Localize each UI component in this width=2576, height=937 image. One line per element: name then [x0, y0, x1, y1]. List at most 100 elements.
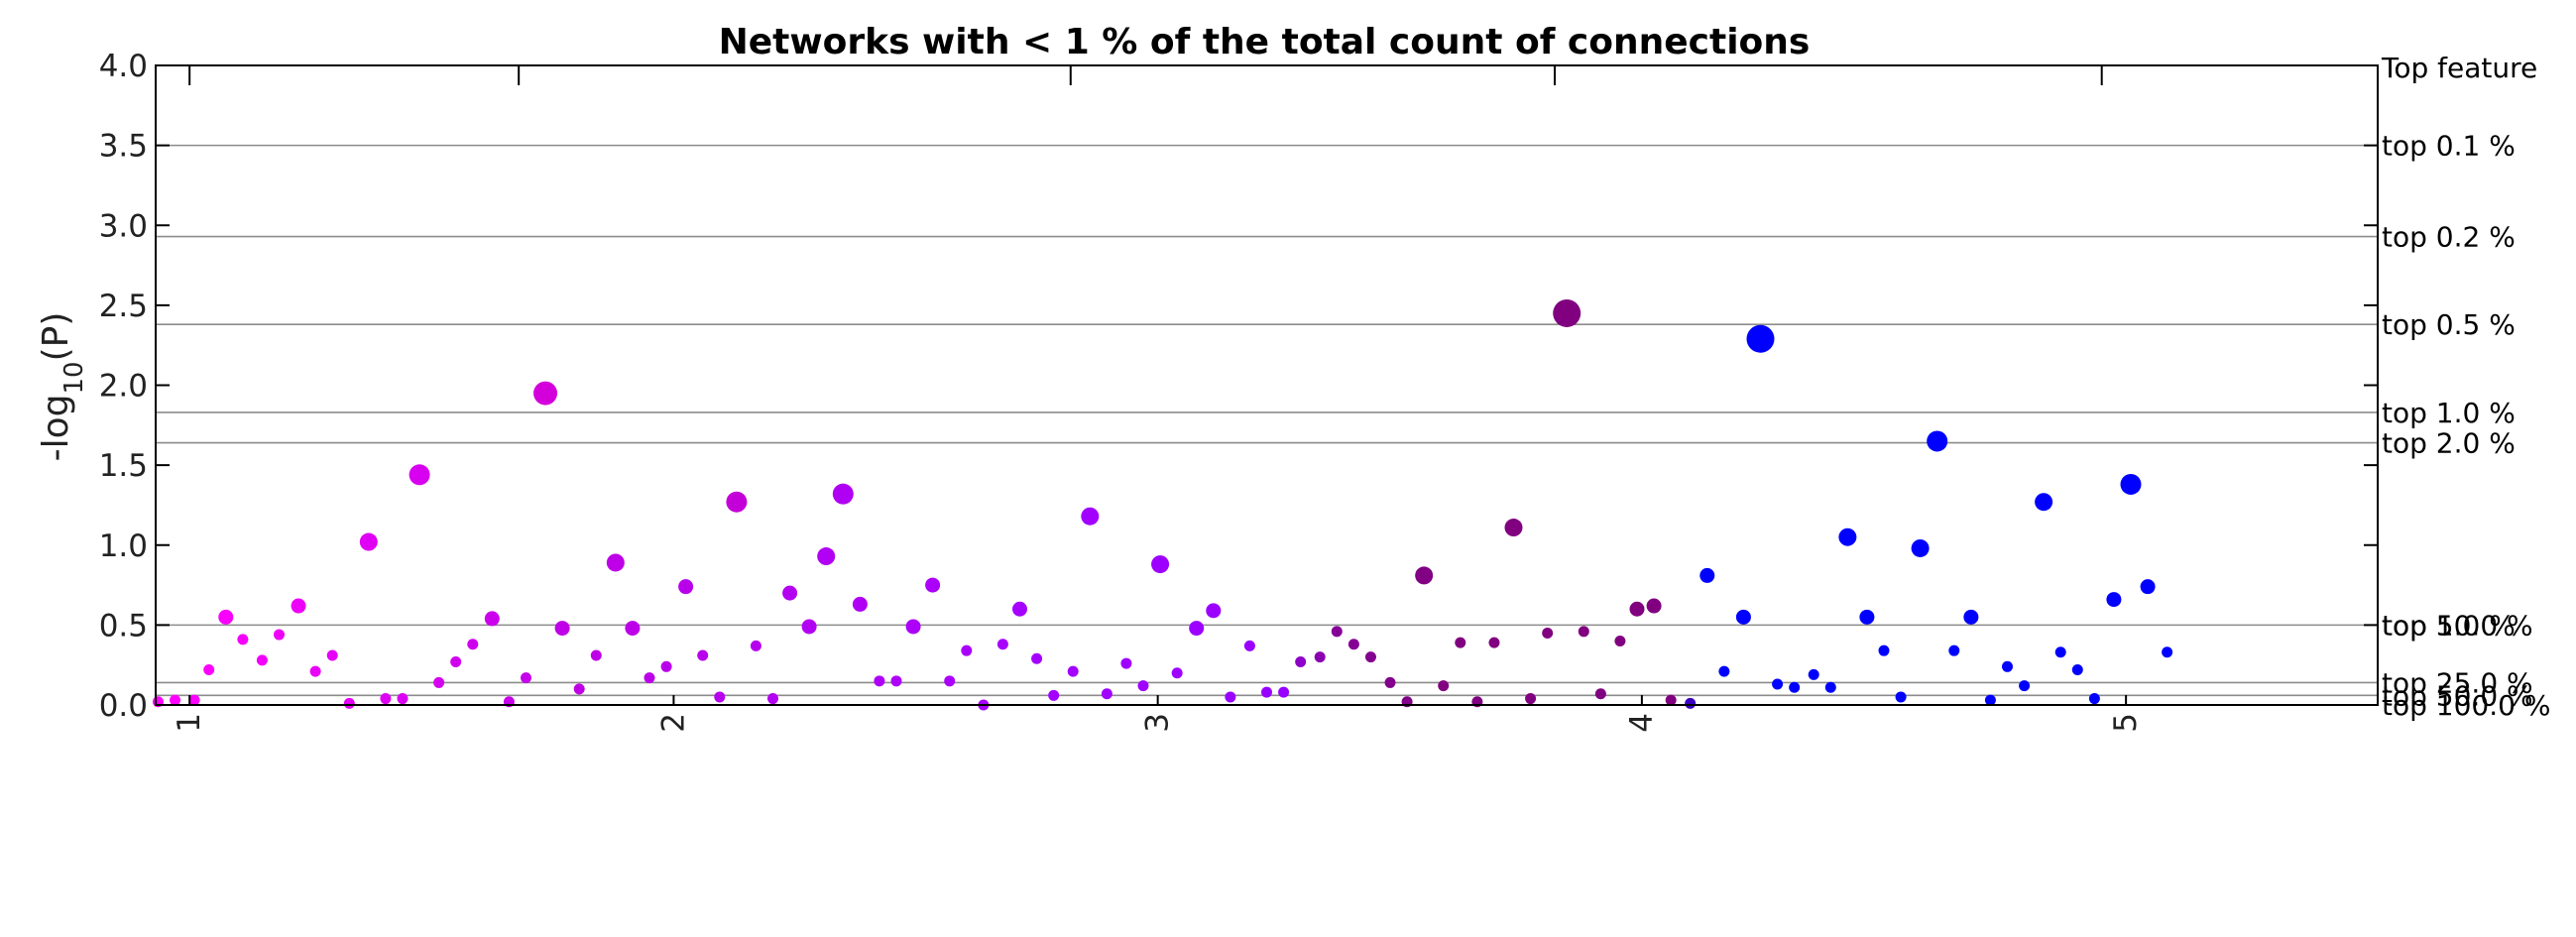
x-tick-label: 5	[2108, 713, 2144, 733]
data-point	[678, 579, 694, 595]
threshold-label: top 100.0 %	[2382, 689, 2550, 722]
data-point	[533, 381, 558, 406]
data-point	[1629, 601, 1645, 617]
data-point	[1261, 686, 1272, 698]
data-point	[1295, 655, 1307, 667]
data-point	[1314, 651, 1326, 663]
data-point	[256, 654, 268, 666]
data-point	[852, 596, 868, 612]
data-point	[2002, 660, 2013, 672]
data-point	[782, 585, 798, 601]
plot-frame	[155, 64, 2379, 706]
data-point	[1911, 538, 1930, 557]
data-point	[1808, 668, 1819, 680]
data-point	[484, 611, 500, 627]
data-point	[1553, 298, 1581, 327]
data-point	[832, 483, 854, 505]
data-point	[274, 629, 285, 641]
data-point	[309, 665, 321, 677]
data-point	[1746, 324, 1775, 353]
y-tick-label: 2.5	[99, 289, 148, 324]
y-axis-label: -log10(P)	[36, 312, 89, 462]
data-point	[801, 619, 817, 635]
data-point	[188, 694, 200, 706]
right-axis-header: Top feature	[2381, 52, 2537, 84]
data-point	[1384, 676, 1396, 688]
data-point	[218, 609, 234, 625]
data-point	[380, 693, 392, 705]
threshold-label: top 5.0 %	[2382, 609, 2516, 642]
data-point	[1838, 527, 1857, 546]
y-tick-label: 4.0	[99, 49, 148, 84]
data-point	[409, 464, 430, 486]
data-point	[326, 649, 338, 661]
threshold-label: top 1.0 %	[2382, 397, 2516, 429]
data-point	[2140, 579, 2156, 595]
data-point	[1031, 652, 1043, 664]
data-point	[2120, 473, 2142, 495]
data-point	[590, 649, 602, 661]
data-point	[2106, 592, 2122, 608]
data-point	[1189, 621, 1205, 637]
data-point	[1364, 651, 1376, 663]
data-point	[203, 664, 215, 676]
data-point	[1927, 430, 1948, 452]
data-point	[2162, 646, 2173, 658]
data-point	[1347, 639, 1359, 650]
data-point	[1225, 691, 1236, 703]
data-point	[467, 639, 479, 650]
data-point	[237, 634, 249, 645]
data-point	[905, 619, 921, 635]
data-point	[750, 640, 761, 651]
x-tick-label: 1	[172, 713, 207, 733]
data-point	[944, 675, 956, 687]
threshold-label: top 25.0 %	[2382, 666, 2533, 699]
data-point	[1525, 693, 1537, 705]
data-point	[1438, 680, 1450, 692]
data-point	[433, 676, 445, 688]
data-point	[767, 693, 778, 705]
threshold-label: top 50.0 %	[2382, 679, 2533, 712]
data-point	[890, 675, 902, 687]
data-point	[1067, 665, 1079, 677]
data-point	[996, 639, 1008, 650]
data-point	[660, 660, 672, 672]
data-point	[1488, 637, 1500, 648]
data-point	[1594, 688, 1606, 700]
data-point	[2071, 664, 2083, 676]
data-point	[1151, 555, 1170, 574]
threshold-label: top 10.0 %	[2382, 609, 2533, 642]
data-point	[1772, 678, 1784, 690]
data-point	[961, 644, 973, 656]
data-point	[714, 691, 726, 703]
threshold-label: top 0.1 %	[2382, 130, 2516, 163]
data-point	[1415, 566, 1434, 585]
y-axis-label-subscript: 10	[59, 361, 89, 394]
data-point	[1824, 681, 1836, 693]
data-point	[1012, 601, 1027, 617]
y-axis-label-rest: (P)	[36, 312, 76, 362]
data-point	[521, 672, 531, 684]
data-point	[1665, 694, 1677, 706]
data-point	[2054, 646, 2066, 658]
data-point	[1646, 598, 1662, 614]
data-point	[1578, 626, 1589, 638]
data-point	[1735, 609, 1751, 625]
data-point	[2035, 493, 2053, 512]
data-point	[573, 683, 585, 695]
data-point	[606, 553, 625, 572]
data-point	[1206, 603, 1222, 619]
data-point	[554, 621, 570, 637]
data-point	[1120, 657, 1132, 669]
data-point	[1101, 688, 1112, 700]
threshold-lines: top 0.1 %top 0.2 %top 0.5 %top 1.0 %top …	[156, 130, 2550, 722]
data-point	[1504, 519, 1523, 537]
data-point	[1278, 686, 1290, 698]
y-tick-label: 1.5	[99, 448, 148, 484]
data-point	[1048, 689, 1060, 701]
data-point	[874, 675, 885, 687]
y-tick-label: 1.0	[99, 528, 148, 564]
data-point	[1614, 636, 1626, 646]
threshold-label: top 2.0 %	[2382, 427, 2516, 460]
y-axis-label-base: -log	[36, 395, 76, 462]
